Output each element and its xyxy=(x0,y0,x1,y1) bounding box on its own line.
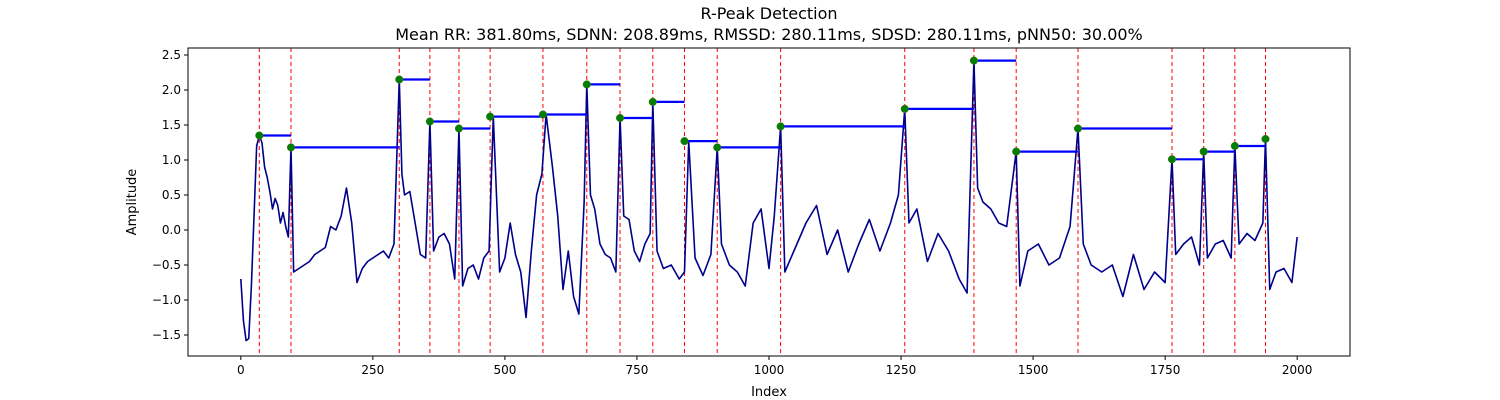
x-tick-label: 2000 xyxy=(1282,363,1313,377)
r-peak-marker xyxy=(648,97,657,106)
x-tick-label: 750 xyxy=(626,363,649,377)
y-tick-label: 0.5 xyxy=(162,188,181,202)
y-tick-label: 0.0 xyxy=(162,223,181,237)
signal-line xyxy=(240,59,1298,342)
r-peak-marker xyxy=(1261,134,1270,144)
x-tick-label: 250 xyxy=(361,363,384,377)
r-peak-marker xyxy=(680,137,689,146)
plot-frame xyxy=(187,47,1351,357)
r-peak-marker xyxy=(1199,147,1208,156)
r-peak-marker xyxy=(616,113,625,123)
r-peak-marker xyxy=(486,112,495,121)
y-tick-label: 1.0 xyxy=(162,153,181,167)
chart-subtitle: Mean RR: 381.80ms, SDNN: 208.89ms, RMSSD… xyxy=(395,25,1143,44)
r-peak-marker xyxy=(900,104,909,113)
r-peak-marker xyxy=(538,110,547,119)
x-tick-label: 1250 xyxy=(886,363,917,377)
r-peak-marker xyxy=(713,143,722,152)
r-peak-marker xyxy=(1167,155,1177,164)
chart-title: R-Peak Detection xyxy=(700,4,837,23)
x-tick-label: 1500 xyxy=(1018,363,1049,377)
x-axis-label: Index xyxy=(751,385,787,400)
x-tick-label: 500 xyxy=(493,363,516,377)
y-tick-label: −1.5 xyxy=(152,328,181,342)
r-peak-marker xyxy=(1012,147,1021,156)
y-tick-label: −1.0 xyxy=(152,293,181,307)
x-tick-label: 0 xyxy=(237,363,245,377)
x-tick-label: 1750 xyxy=(1150,363,1181,377)
x-tick-label: 1000 xyxy=(754,363,785,377)
x-axis: 0 250 500 750 1000 1250 1500 1750 2000 xyxy=(237,356,1312,377)
y-axis: −1.5 −1.0 −0.5 0.0 0.5 1.0 1.5 2.0 2.5 xyxy=(152,48,188,342)
r-peak-marker xyxy=(1073,124,1083,133)
r-peak-marker xyxy=(395,75,404,84)
r-peak-marker xyxy=(286,143,296,152)
y-tick-label: 1.5 xyxy=(162,118,181,132)
y-tick-label: 2.5 xyxy=(162,48,181,62)
r-peak-marker xyxy=(255,131,264,140)
y-tick-label: 2.0 xyxy=(162,83,181,97)
r-peak-marker xyxy=(969,56,978,65)
y-tick-label: −0.5 xyxy=(152,258,181,272)
r-peak-marker xyxy=(454,124,464,133)
r-peak-marker xyxy=(1230,141,1239,151)
r-peak-marker xyxy=(582,80,591,89)
r-peak-marker xyxy=(776,122,785,131)
plot-area xyxy=(240,48,1298,356)
r-peak-marker xyxy=(425,117,434,126)
y-axis-label: Amplitude xyxy=(125,169,140,236)
